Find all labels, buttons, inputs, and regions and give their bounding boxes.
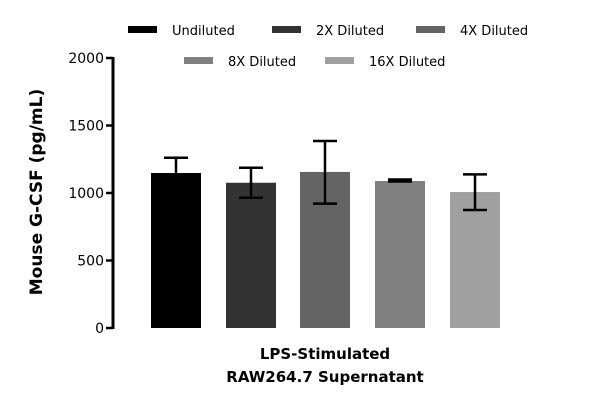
error-bar <box>239 166 263 199</box>
legend: Undiluted 2X Diluted 4X Diluted 8X Diluted 1… <box>128 24 528 70</box>
legend-item: 4X Diluted <box>416 24 528 39</box>
bars <box>151 139 500 328</box>
legend-swatch <box>128 26 157 33</box>
legend-swatch <box>184 57 213 64</box>
legend-label: 16X Diluted <box>369 55 445 70</box>
y-tick-label: 0 <box>95 321 104 337</box>
legend-item: 2X Diluted <box>272 24 384 39</box>
legend-item: Undiluted <box>128 24 235 39</box>
y-tick-label: 500 <box>77 254 104 270</box>
error-bar <box>388 178 412 183</box>
legend-swatch <box>272 26 301 33</box>
error-bar <box>463 173 487 212</box>
x-axis-label-line1: LPS-Stimulated <box>260 345 390 363</box>
legend-item: 16X Diluted <box>325 55 445 70</box>
y-axis-label: Mouse G-CSF (pg/mL) <box>27 89 47 295</box>
legend-label: 4X Diluted <box>460 24 528 39</box>
legend-label: Undiluted <box>172 24 235 39</box>
legend-label: 2X Diluted <box>316 24 384 39</box>
y-axis: 0 500 1000 1500 2000 <box>68 51 115 337</box>
bar-2x-diluted <box>226 182 276 328</box>
bar-undiluted <box>151 173 201 328</box>
error-bar <box>164 156 188 190</box>
legend-swatch <box>416 26 445 33</box>
legend-swatch <box>325 57 354 64</box>
error-bar <box>313 139 337 205</box>
y-tick-label: 2000 <box>68 51 104 67</box>
legend-label: 8X Diluted <box>228 55 296 70</box>
bar-16x-diluted <box>450 192 500 328</box>
y-tick-label: 1000 <box>68 186 104 202</box>
legend-item: 8X Diluted <box>184 55 296 70</box>
bar-8x-diluted <box>375 180 425 328</box>
x-axis-label-line2: RAW264.7 Supernatant <box>226 368 423 386</box>
y-tick-label: 1500 <box>68 119 104 135</box>
